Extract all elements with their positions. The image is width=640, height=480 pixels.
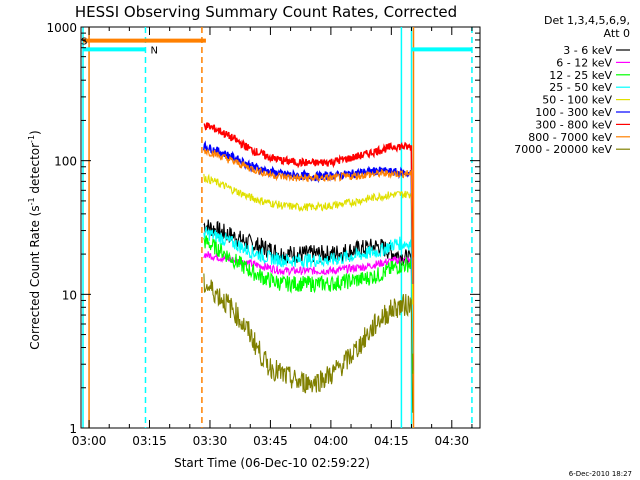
plot-area: SN — [80, 26, 481, 429]
x-axis-label: Start Time (06-Dec-10 02:59:22) — [174, 456, 370, 470]
x-tick-label-1: 03:15 — [132, 434, 167, 448]
axis-ticks: 03:00 03:15 03:30 03:45 04:00 04:15 04:30 1 10 10… — [46, 21, 480, 448]
x-tick-label-4: 04:00 — [314, 434, 349, 448]
series-line-7 — [203, 147, 414, 284]
legend-header-1: Att 0 — [604, 27, 630, 40]
legend-label-7: 800 - 7000 keV — [528, 131, 612, 144]
legend-label-3: 25 - 50 keV — [549, 81, 612, 94]
legend-label-0: 3 - 6 keV — [563, 44, 612, 57]
series-line-8 — [203, 273, 414, 413]
y-tick-label-2: 100 — [54, 155, 77, 169]
series-line-4 — [203, 173, 414, 305]
plot-frame — [80, 26, 481, 429]
y-axis-label-main: Corrected Count Rate (s — [28, 205, 42, 349]
x-tick-label-2: 03:30 — [193, 434, 228, 448]
y-tick-label-3: 1000 — [46, 21, 77, 35]
y-tick-label-1: 10 — [62, 288, 77, 302]
series-line-2 — [203, 235, 414, 374]
x-tick-label-3: 03:45 — [253, 434, 288, 448]
legend-label-8: 7000 - 20000 keV — [514, 143, 612, 156]
date-stamp: 6-Dec-2010 18:27 — [569, 470, 632, 478]
series-line-3 — [203, 226, 414, 354]
y-axis-label: Corrected Count Rate (s-1 detector-1) — [27, 130, 42, 349]
x-tick-label-5: 04:15 — [374, 434, 409, 448]
flag-label-0: S — [81, 37, 87, 48]
legend-label-5: 100 - 300 keV — [535, 106, 612, 119]
y-axis-label-sup2: -1 — [27, 135, 36, 143]
legend-label-2: 12 - 25 keV — [549, 69, 612, 82]
y-axis-label-end: ) — [28, 130, 42, 135]
x-tick-label-0: 03:00 — [72, 434, 107, 448]
y-axis-label-sup1: -1 — [27, 197, 36, 205]
legend-label-4: 50 - 100 keV — [542, 94, 612, 107]
x-tick-label-6: 04:30 — [434, 434, 469, 448]
chart-title: HESSI Observing Summary Count Rates, Cor… — [75, 3, 457, 21]
legend-label-6: 300 - 800 keV — [535, 118, 612, 131]
flag-label-1: N — [150, 45, 157, 56]
legend-header-0: Det 1,3,4,5,6,9, — [544, 14, 630, 27]
legend-label-1: 6 - 12 keV — [556, 56, 612, 69]
y-axis-label-mid: detector — [28, 143, 42, 198]
series-line-6 — [203, 122, 414, 258]
y-tick-label-0: 1 — [69, 422, 77, 436]
